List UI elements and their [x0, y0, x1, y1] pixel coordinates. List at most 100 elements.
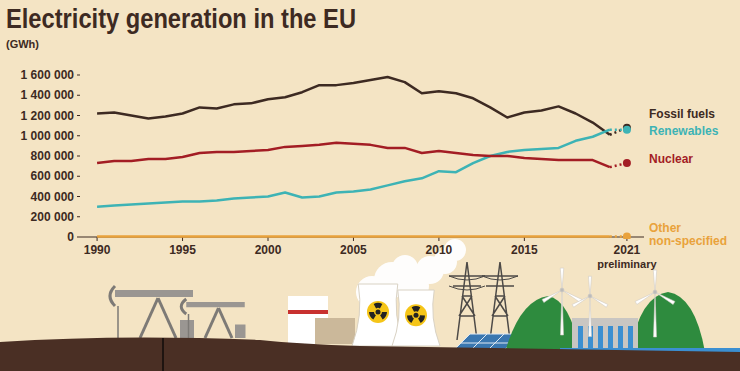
pump-rod — [188, 314, 190, 338]
legend-label: Renewables — [649, 124, 719, 138]
turbine-blade — [560, 268, 564, 290]
pump-box — [180, 320, 194, 338]
series-line — [97, 130, 610, 207]
turbine-blade — [542, 290, 562, 302]
y-tick — [77, 156, 80, 157]
end-marker — [623, 232, 631, 239]
turbine-blade — [572, 296, 590, 307]
pump-box — [235, 325, 246, 339]
turbine-mast — [561, 290, 564, 335]
y-tick-label: 1 400 000 — [21, 88, 75, 102]
wind-turbine — [572, 276, 608, 336]
pylon-frame — [482, 262, 518, 340]
turbine-hub — [560, 288, 564, 292]
y-tick-label: 1 000 000 — [21, 129, 75, 143]
x-tick-label: 2021 — [614, 243, 641, 257]
pump-leg — [158, 298, 176, 338]
wind-turbine — [542, 268, 582, 335]
turbine-blade — [653, 270, 657, 292]
turbine-blade — [635, 292, 655, 304]
radiation-blade — [380, 312, 387, 320]
dam — [572, 318, 638, 352]
turbine-blade — [590, 296, 608, 307]
hill — [630, 292, 705, 352]
end-marker — [623, 126, 631, 134]
turbine-hub — [588, 294, 592, 298]
y-tick — [77, 216, 80, 217]
series-line — [97, 235, 610, 238]
legend-label: Nuclear — [649, 152, 693, 166]
title: Electricity generation in the EU — [6, 4, 356, 34]
x-tick-label: 2015 — [511, 243, 538, 257]
y-tick — [77, 135, 80, 136]
y-tick — [77, 95, 80, 96]
y-tick-label: 0 — [67, 230, 74, 244]
series-line — [97, 143, 610, 167]
pylon-frame — [449, 262, 485, 340]
y-tick-label: 1 200 000 — [21, 109, 75, 123]
y-tick-label: 800 000 — [31, 149, 75, 163]
radiation-blade — [369, 312, 376, 320]
y-tick — [77, 237, 80, 238]
turbine-mast — [654, 292, 657, 337]
x-tick-label: 2010 — [426, 243, 453, 257]
y-tick — [77, 75, 80, 76]
hill — [505, 296, 580, 352]
annex — [315, 318, 355, 344]
turbine-blade — [655, 292, 675, 304]
radiation-center — [414, 313, 419, 318]
x-axis — [80, 237, 644, 238]
legend-label-line: Other — [649, 221, 681, 235]
pump-beam — [186, 302, 245, 307]
plot-area — [97, 77, 631, 239]
y-tick-label: 400 000 — [31, 190, 75, 204]
pylon — [449, 262, 485, 340]
radiation-blade — [412, 306, 421, 311]
y-tick — [77, 115, 80, 116]
legend-label: Othernon-specified — [649, 221, 727, 248]
wind-turbine — [635, 270, 675, 337]
turbine-blade — [588, 276, 591, 296]
ground — [0, 337, 740, 371]
series-line — [97, 77, 610, 135]
pylon — [482, 262, 518, 340]
pump-jack — [181, 299, 245, 338]
steam-puff — [392, 255, 418, 281]
legend-label-line: non-specified — [649, 234, 727, 248]
pump-rod — [117, 306, 119, 338]
radiation-center — [376, 309, 381, 314]
pump-leg — [205, 308, 219, 338]
turbine-hub — [653, 290, 657, 294]
well — [162, 338, 164, 371]
x-tick-label: 2005 — [340, 243, 367, 257]
radiation-blade — [418, 315, 425, 323]
annotation: preliminary — [597, 258, 657, 270]
x-tick-label: 2000 — [255, 243, 282, 257]
end-marker — [623, 159, 631, 167]
pump-jack — [110, 286, 194, 338]
pump-head — [110, 286, 115, 306]
subtitle: (GWh) — [6, 38, 39, 50]
y-tick-label: 200 000 — [31, 210, 75, 224]
turbine-mast — [589, 296, 592, 337]
radiation-blade — [407, 315, 414, 323]
pump-leg — [140, 298, 158, 338]
x-tick-label: 1995 — [169, 243, 196, 257]
pump-head — [181, 299, 186, 314]
radiation-blade — [374, 303, 383, 308]
radiation-sign — [405, 304, 427, 326]
pump-leg — [219, 308, 233, 338]
y-tick — [77, 176, 80, 177]
x-tick-label: 1990 — [84, 243, 111, 257]
reactor-stripe — [288, 310, 328, 314]
y-tick — [77, 196, 80, 197]
pump-beam — [115, 290, 193, 297]
radiation-sign — [367, 301, 389, 323]
background — [0, 0, 740, 371]
legend-label: Fossil fuels — [649, 107, 715, 121]
power-lines — [449, 276, 518, 290]
y-tick-label: 1 600 000 — [21, 68, 75, 82]
turbine-blade — [562, 290, 582, 302]
chart: Electricity generation in the EU (GWh) 0 20… — [0, 0, 740, 371]
y-tick-label: 600 000 — [31, 169, 75, 183]
